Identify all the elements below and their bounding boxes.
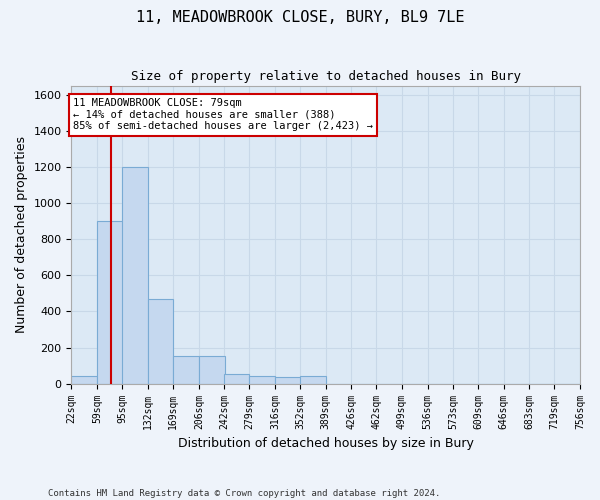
- Text: 11, MEADOWBROOK CLOSE, BURY, BL9 7LE: 11, MEADOWBROOK CLOSE, BURY, BL9 7LE: [136, 10, 464, 25]
- Bar: [250, 376, 275, 384]
- Y-axis label: Number of detached properties: Number of detached properties: [15, 136, 28, 333]
- Bar: [275, 378, 301, 384]
- Title: Size of property relative to detached houses in Bury: Size of property relative to detached ho…: [131, 70, 521, 83]
- Bar: [300, 376, 326, 384]
- Bar: [173, 356, 199, 384]
- Bar: [148, 299, 173, 384]
- Bar: [224, 374, 250, 384]
- Bar: [199, 356, 224, 384]
- Bar: [122, 167, 148, 384]
- X-axis label: Distribution of detached houses by size in Bury: Distribution of detached houses by size …: [178, 437, 473, 450]
- Text: 11 MEADOWBROOK CLOSE: 79sqm
← 14% of detached houses are smaller (388)
85% of se: 11 MEADOWBROOK CLOSE: 79sqm ← 14% of det…: [73, 98, 373, 132]
- Bar: [71, 376, 97, 384]
- Bar: [97, 221, 122, 384]
- Text: Contains HM Land Registry data © Crown copyright and database right 2024.: Contains HM Land Registry data © Crown c…: [48, 488, 440, 498]
